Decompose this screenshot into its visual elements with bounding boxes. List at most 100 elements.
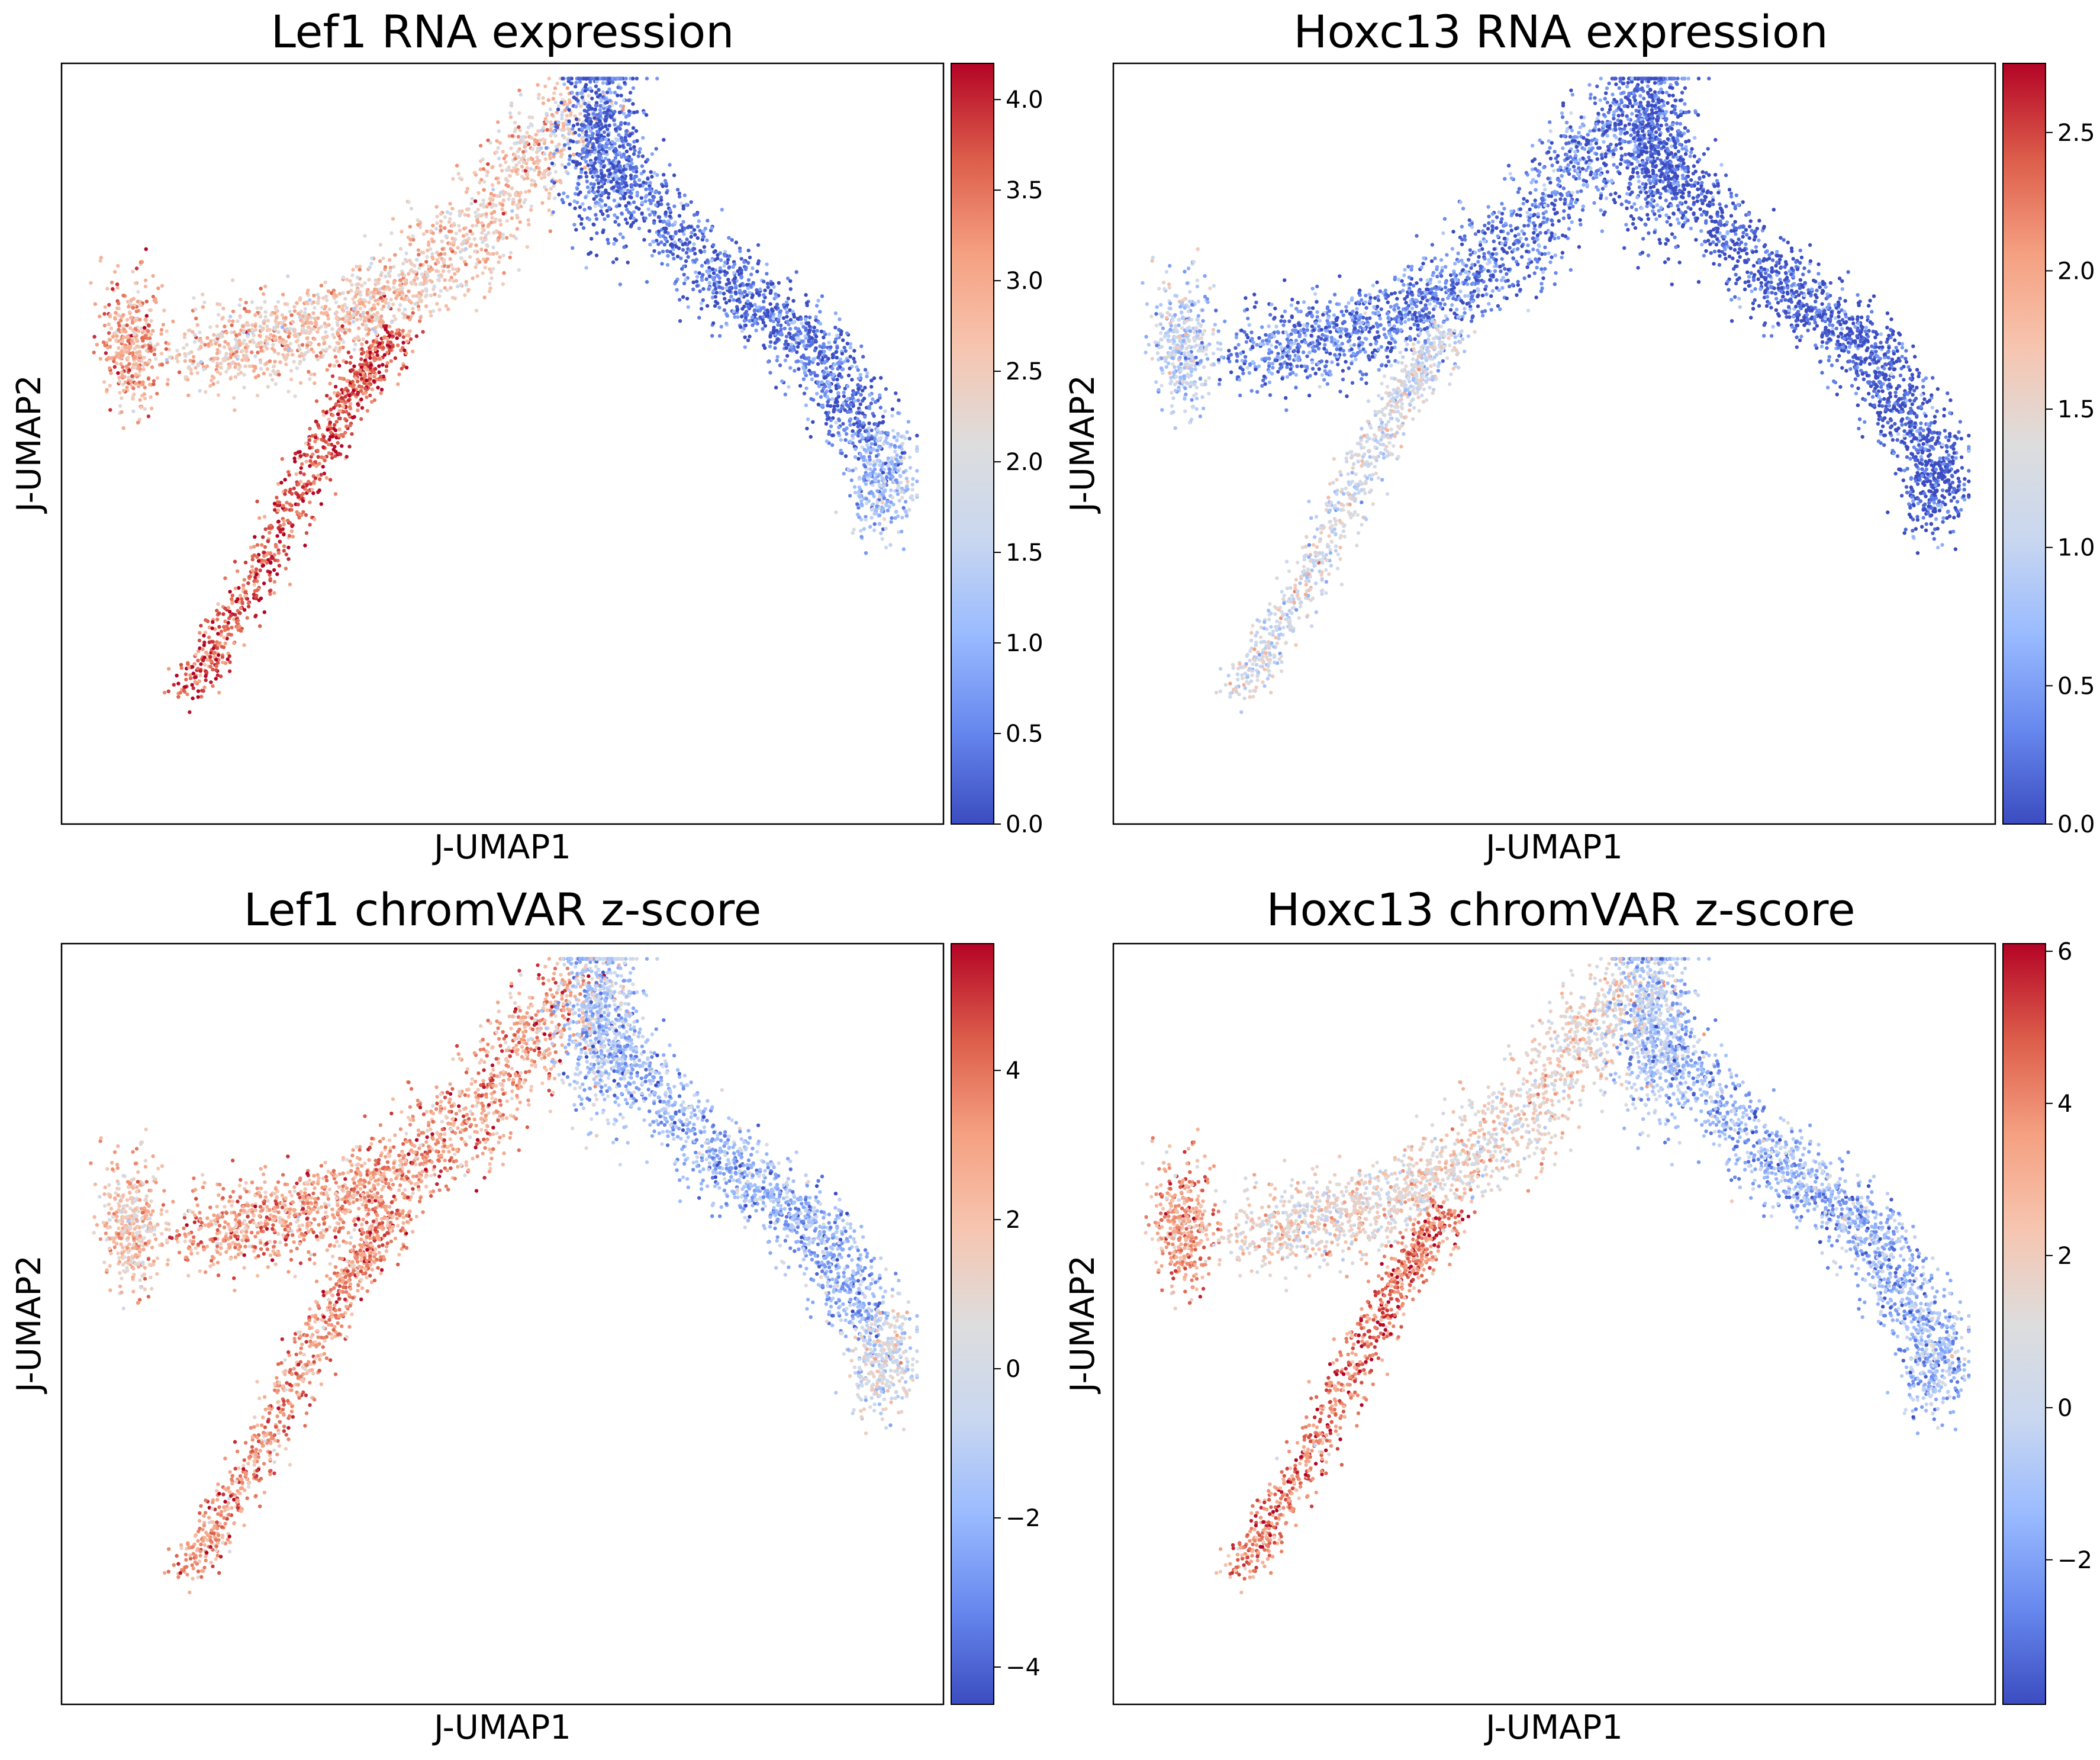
cell-point — [215, 609, 218, 612]
cell-point — [481, 240, 484, 244]
cell-point — [624, 192, 627, 195]
cell-point — [134, 327, 137, 330]
cell-point — [282, 544, 286, 548]
cell-point — [549, 229, 552, 233]
cell-point — [867, 405, 871, 408]
cell-point — [377, 278, 381, 281]
cell-point — [216, 602, 220, 606]
cell-point — [269, 313, 273, 316]
cell-point — [366, 332, 370, 336]
cell-point — [623, 121, 627, 125]
cell-point — [666, 254, 669, 258]
cell-point — [367, 301, 371, 304]
cell-point — [208, 655, 212, 658]
cell-point — [131, 366, 134, 369]
cell-point — [902, 456, 906, 460]
cell-point — [347, 321, 351, 325]
cell-point — [908, 437, 911, 440]
cell-point — [845, 397, 849, 401]
cell-point — [613, 91, 617, 94]
cell-point — [352, 307, 356, 310]
cell-point — [283, 323, 286, 327]
cell-point — [808, 316, 811, 319]
cell-point — [284, 489, 287, 493]
cell-point — [605, 91, 609, 94]
cell-point — [856, 387, 860, 391]
cell-point — [531, 147, 534, 151]
cell-point — [320, 284, 323, 287]
cell-point — [389, 298, 393, 301]
cell-point — [560, 117, 563, 120]
cell-point — [644, 217, 648, 220]
cell-point — [418, 316, 422, 319]
cell-point — [756, 243, 760, 247]
cell-point — [154, 357, 157, 361]
cell-point — [866, 436, 869, 439]
cell-point — [337, 452, 341, 455]
cell-point — [549, 108, 552, 111]
cell-point — [98, 314, 101, 318]
cell-point — [735, 240, 738, 244]
cell-point — [563, 100, 566, 104]
cell-point — [269, 577, 272, 581]
cell-point — [289, 508, 293, 511]
cell-point — [836, 391, 840, 395]
cell-point — [567, 162, 571, 166]
cell-point — [223, 577, 227, 580]
cell-point — [768, 302, 772, 305]
cell-point — [766, 314, 769, 317]
cell-point — [129, 316, 133, 319]
cell-point — [845, 432, 848, 436]
cell-point — [619, 77, 623, 81]
cell-point — [689, 225, 693, 229]
cell-point — [489, 271, 493, 274]
cell-point — [587, 94, 590, 98]
cell-point — [611, 81, 614, 84]
cell-point — [787, 385, 790, 388]
cell-point — [301, 343, 304, 346]
cell-point — [192, 359, 195, 363]
cell-point — [575, 140, 578, 144]
cell-point — [604, 124, 607, 128]
cell-point — [593, 161, 597, 165]
cell-point — [214, 342, 217, 345]
cell-point — [668, 208, 672, 212]
cell-point — [132, 392, 136, 396]
cell-point — [727, 281, 731, 285]
cell-point — [109, 371, 112, 375]
cell-point — [359, 317, 362, 321]
cell-point — [248, 340, 252, 343]
cell-point — [545, 112, 548, 115]
cell-point — [394, 356, 397, 360]
cell-point — [291, 353, 294, 356]
cell-point — [685, 203, 688, 207]
cell-point — [863, 415, 867, 419]
cell-point — [648, 192, 652, 195]
cell-point — [324, 305, 327, 308]
cell-point — [398, 291, 401, 295]
cell-point — [278, 361, 282, 364]
cell-point — [381, 363, 384, 366]
cell-point — [568, 202, 572, 206]
cell-point — [398, 303, 402, 307]
cell-point — [281, 292, 285, 296]
cell-point — [198, 631, 201, 635]
cell-point — [267, 526, 270, 530]
cell-point — [167, 690, 170, 693]
cell-point — [449, 247, 453, 251]
cell-point — [706, 219, 709, 223]
cell-point — [382, 305, 385, 308]
cell-point — [253, 365, 257, 368]
cell-point — [683, 194, 687, 197]
cell-point — [526, 176, 529, 180]
cell-point — [210, 378, 213, 382]
cell-point — [213, 339, 217, 342]
cell-point — [811, 420, 814, 424]
cell-point — [474, 200, 477, 203]
cell-point — [334, 492, 337, 495]
cell-point — [223, 607, 227, 610]
cell-point — [466, 240, 469, 243]
cell-point — [116, 286, 120, 289]
cell-point — [427, 243, 430, 247]
cell-point — [475, 308, 478, 312]
